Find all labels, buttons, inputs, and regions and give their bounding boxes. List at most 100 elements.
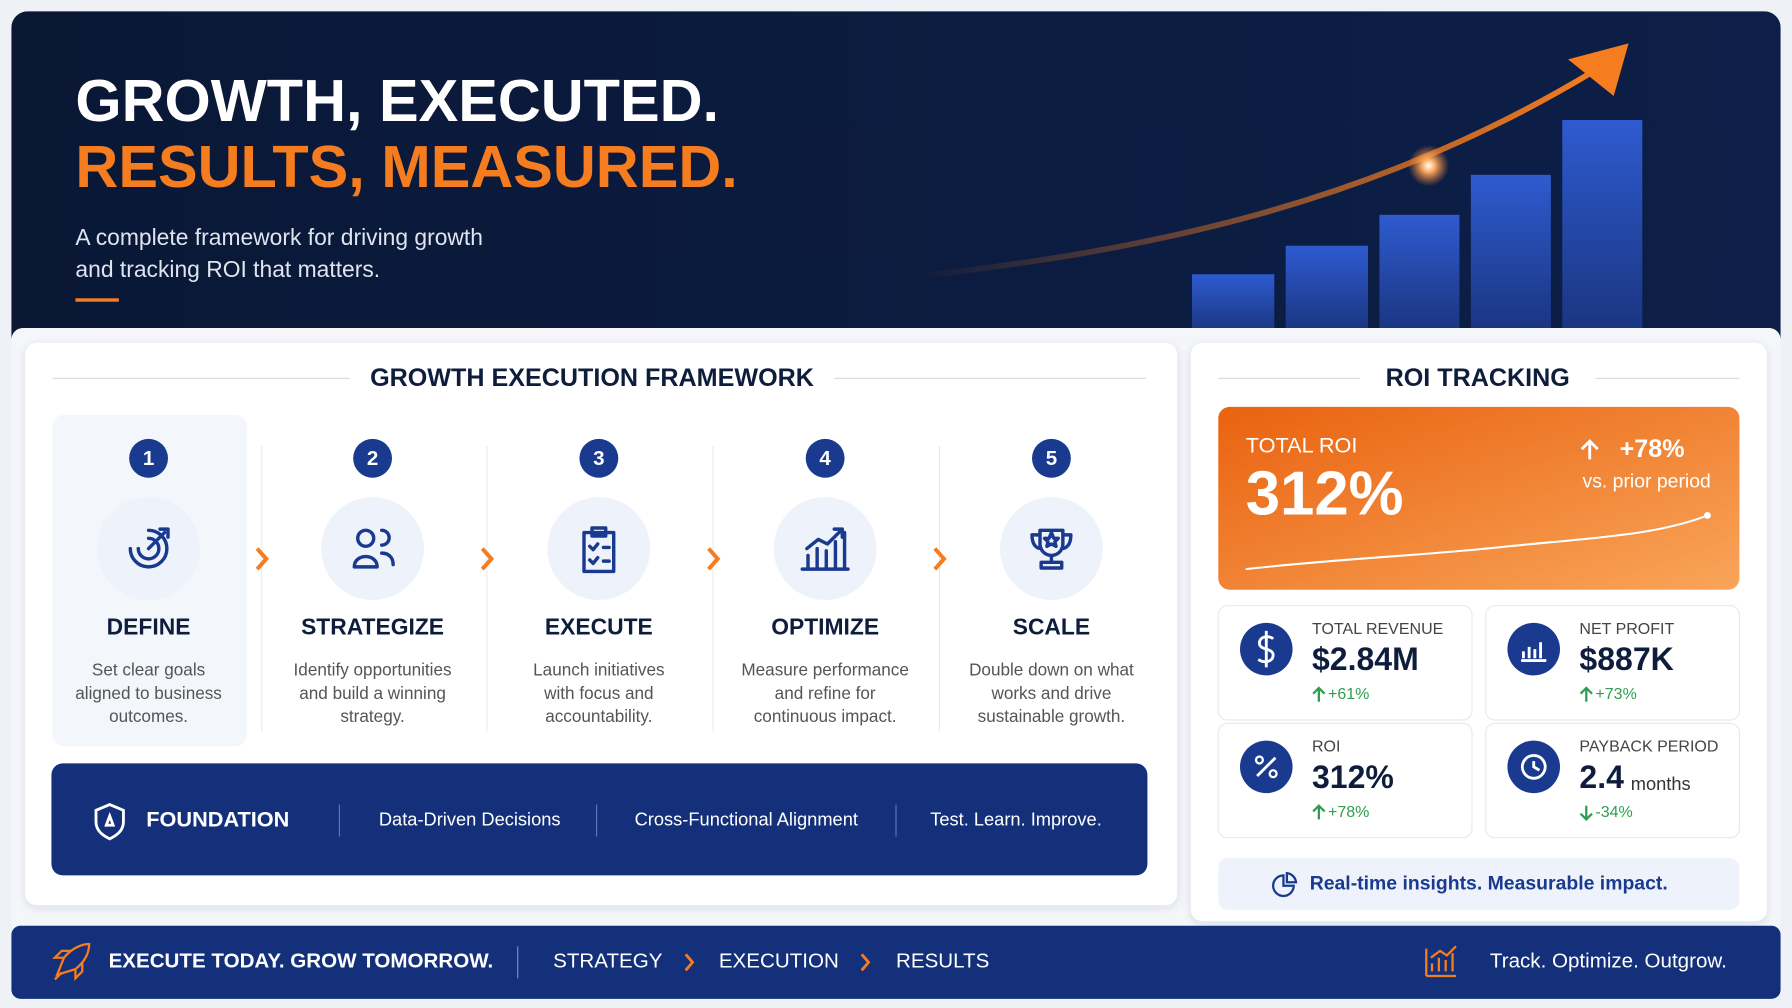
total-roi-value: 312%: [1246, 460, 1404, 529]
hero-bars: [1192, 120, 1643, 332]
step-number: 5: [1046, 447, 1057, 470]
framework-title: GROWTH EXECUTION FRAMEWORK: [370, 364, 814, 392]
hero-subtitle: A complete framework for driving growth: [75, 224, 483, 250]
step-icon-bg: [547, 497, 651, 600]
foundation-item: Data-Driven Decisions: [379, 808, 561, 829]
step-title: SCALE: [1013, 614, 1090, 640]
insight-text: Real-time insights. Measurable impact.: [1310, 873, 1668, 895]
foundation-label: FOUNDATION: [146, 806, 289, 831]
step-number-bg: [1032, 438, 1071, 478]
step-number-bg: [579, 438, 619, 478]
down-arrow: [1579, 805, 1593, 822]
step-chevron: [933, 547, 947, 571]
footer-chevron: [860, 953, 871, 972]
metric-change: +73%: [1595, 686, 1636, 703]
step-description: Set clear goals: [92, 659, 205, 679]
hero-title: RESULTS, MEASURED.: [75, 133, 737, 200]
total-roi-comparison: vs. prior period: [1582, 470, 1710, 492]
dollar-icon: [1257, 630, 1275, 668]
metric-value: $887K: [1579, 641, 1673, 677]
step-number: 3: [593, 447, 604, 470]
metric-icon-bg: [1507, 622, 1560, 676]
footer-step: STRATEGY: [553, 950, 663, 973]
footer-bar: [11, 925, 1781, 999]
step-icon: [582, 526, 616, 574]
rocket-icon: [52, 942, 91, 982]
step-title: STRATEGIZE: [301, 614, 444, 640]
step-description: with focus and: [543, 683, 653, 703]
step-chevron: [480, 547, 495, 571]
metric-change: +78%: [1328, 804, 1369, 821]
step-number: 1: [143, 447, 154, 470]
step-icon: [128, 527, 170, 569]
step-icon: [800, 527, 850, 571]
step-icon-bg: [1000, 497, 1103, 600]
total-roi-card: [1218, 406, 1740, 590]
footer-tagline: EXECUTE TODAY. GROW TOMORROW.: [109, 950, 494, 973]
metric-label: ROI: [1312, 739, 1340, 756]
step-icon: [1030, 528, 1073, 570]
step-description: Identify opportunities: [294, 659, 452, 679]
total-roi-label: TOTAL ROI: [1246, 433, 1358, 458]
metric-value: 312%: [1312, 759, 1394, 795]
metric-unit: months: [1631, 773, 1691, 794]
step-description: outcomes.: [109, 706, 188, 726]
metric-change: -34%: [1595, 804, 1632, 821]
metric-value: $2.84M: [1312, 641, 1419, 677]
step-description: and refine for: [775, 683, 876, 703]
metric-icon: [1256, 756, 1277, 778]
step-icon: [352, 528, 395, 569]
metric-label: PAYBACK PERIOD: [1579, 739, 1718, 756]
chart-icon: [1425, 945, 1457, 978]
step-number-bg: [353, 438, 392, 478]
sparkline-dot: [1704, 512, 1711, 519]
metric-icon: [1268, 769, 1278, 779]
metric-label: TOTAL REVENUE: [1312, 621, 1443, 638]
footer-step: EXECUTION: [719, 950, 839, 973]
step-description: aligned to business: [75, 683, 222, 703]
step-number: 4: [819, 447, 831, 470]
metric-change: +61%: [1328, 686, 1369, 703]
step-description: continuous impact.: [754, 706, 897, 726]
step-description: Measure performance: [741, 659, 909, 679]
insight-bar: [1218, 858, 1740, 910]
step-description: sustainable growth.: [978, 706, 1126, 726]
step-number: 2: [367, 447, 378, 470]
metric-icon: [1521, 642, 1547, 662]
shield-icon: [94, 803, 125, 841]
step-title: EXECUTE: [545, 614, 653, 640]
total-roi-change: +78%: [1620, 435, 1685, 463]
step-chevron: [255, 547, 269, 571]
metric-icon: [1254, 755, 1264, 765]
roi-title: ROI TRACKING: [1386, 364, 1570, 392]
glow-dot: [1408, 145, 1450, 187]
step-number-bg: [805, 438, 845, 478]
metric-value: 2.4: [1579, 759, 1624, 795]
foundation-item: Cross-Functional Alignment: [635, 808, 858, 829]
growth-arrow: [913, 68, 1596, 280]
step-icon-bg: [321, 497, 424, 600]
hero-subtitle: and tracking ROI that matters.: [75, 256, 380, 282]
up-arrow: [1312, 686, 1326, 702]
step-title: DEFINE: [107, 614, 191, 640]
step-description: Double down on what: [969, 659, 1134, 679]
hero-title: GROWTH, EXECUTED.: [75, 67, 719, 134]
accent-line: [75, 298, 119, 302]
step-title: OPTIMIZE: [771, 614, 879, 640]
step-chevron: [707, 547, 721, 571]
footer-chevron: [684, 953, 695, 972]
step-description: accountability.: [545, 706, 652, 726]
up-arrow: [1580, 439, 1599, 460]
step-description: Launch initiatives: [533, 659, 664, 679]
up-arrow: [1579, 686, 1593, 702]
step-description: and build a winning: [299, 683, 446, 703]
foundation-item: Test. Learn. Improve.: [930, 808, 1102, 829]
metric-label: NET PROFIT: [1579, 621, 1674, 638]
footer-step: RESULTS: [896, 950, 989, 973]
step-icon-bg: [773, 497, 877, 600]
step-description: works and drive: [990, 683, 1111, 703]
metric-icon: [1520, 754, 1547, 780]
up-arrow: [1312, 804, 1326, 820]
